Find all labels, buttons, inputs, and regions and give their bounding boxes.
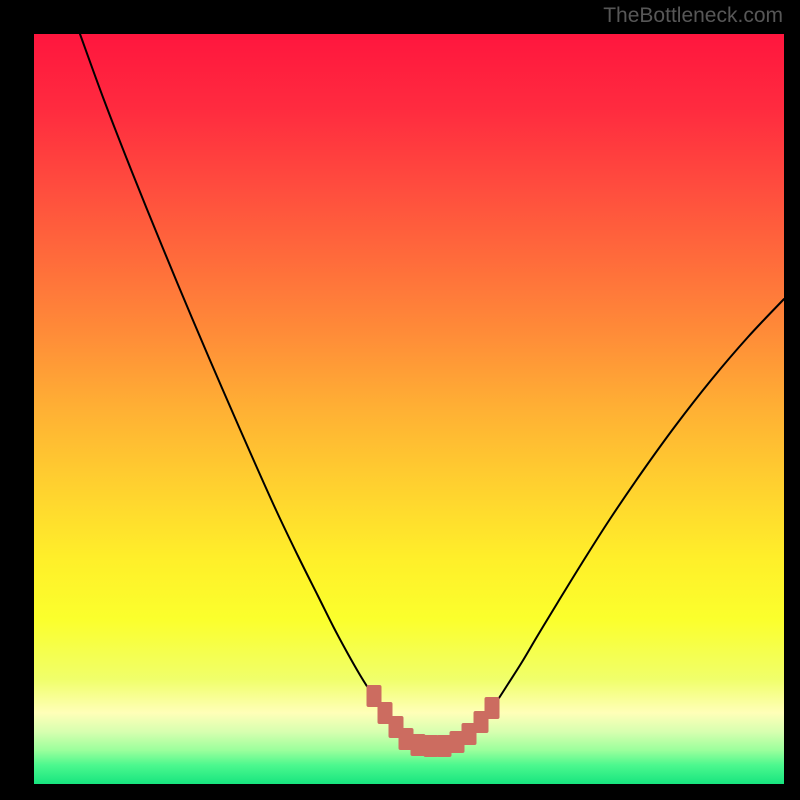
curve-svg xyxy=(34,34,784,784)
chart-canvas: TheBottleneck.com xyxy=(0,0,800,800)
curve-left xyxy=(80,34,423,746)
curve-marker xyxy=(485,697,500,719)
plot-area xyxy=(34,34,784,784)
curve-right xyxy=(423,299,784,746)
watermark: TheBottleneck.com xyxy=(603,4,783,28)
